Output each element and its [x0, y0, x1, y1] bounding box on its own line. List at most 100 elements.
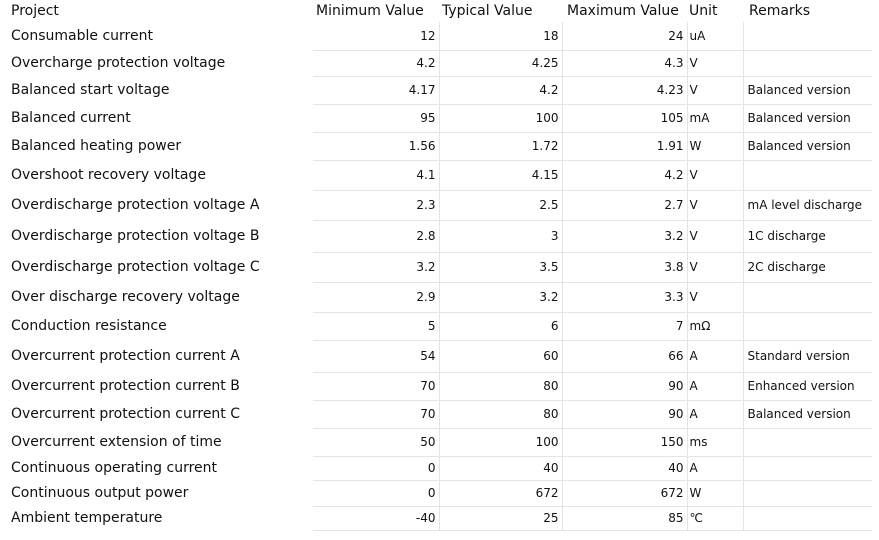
cell-typical: 3 — [439, 220, 563, 253]
cell-unit: V — [687, 282, 744, 313]
cell-project: Consumable current — [11, 28, 153, 44]
cell-unit: ms — [687, 428, 744, 457]
cell-min: 70 — [313, 400, 440, 429]
cell-unit: V — [687, 252, 744, 283]
cell-min: 50 — [313, 428, 440, 457]
table-row: Continuous operating current 0 40 40 A — [0, 456, 872, 481]
cell-unit: A — [687, 372, 744, 401]
cell-max: 150 — [562, 428, 688, 457]
cell-project: Conduction resistance — [11, 318, 167, 334]
cell-project: Over discharge recovery voltage — [11, 289, 240, 305]
cell-max: 24 — [562, 22, 688, 51]
cell-max: 90 — [562, 400, 688, 429]
cell-project: Overdischarge protection voltage A — [11, 197, 260, 213]
cell-unit: W — [687, 480, 744, 507]
col-header-unit: Unit — [689, 3, 718, 19]
cell-unit: uA — [687, 22, 744, 51]
cell-remarks — [743, 428, 872, 457]
col-header-max: Maximum Value — [567, 3, 679, 19]
cell-max: 66 — [562, 340, 688, 373]
cell-typical: 1.72 — [439, 132, 563, 161]
cell-max: 90 — [562, 372, 688, 401]
cell-project: Continuous output power — [11, 485, 189, 501]
cell-min: 2.9 — [313, 282, 440, 313]
cell-unit: V — [687, 50, 744, 77]
table-row: Overcurrent protection current B 70 80 90 A E… — [0, 372, 872, 401]
cell-max: 7 — [562, 312, 688, 341]
cell-unit: W — [687, 132, 744, 161]
cell-min: 5 — [313, 312, 440, 341]
cell-remarks: Enhanced version — [743, 372, 872, 401]
cell-remarks — [743, 22, 872, 51]
cell-typical: 40 — [439, 456, 563, 481]
cell-remarks — [743, 456, 872, 481]
cell-remarks — [743, 50, 872, 77]
cell-max: 3.3 — [562, 282, 688, 313]
table-row: Balanced current 95 100 105 mA Balanced versi… — [0, 104, 872, 133]
cell-typical: 672 — [439, 480, 563, 507]
header-row: Project Minimum Value Typical Value Maxi… — [0, 0, 872, 22]
cell-unit: A — [687, 456, 744, 481]
table-row: Ambient temperature -40 25 85 ℃ — [0, 506, 872, 531]
cell-remarks: 2C discharge — [743, 252, 872, 283]
table-row: Balanced heating power 1.56 1.72 1.91 W Balan… — [0, 132, 872, 161]
cell-min: 0 — [313, 456, 440, 481]
cell-project: Overdischarge protection voltage B — [11, 228, 260, 244]
cell-project: Balanced heating power — [11, 138, 182, 154]
table-row: Overdischarge protection voltage B 2.8 3 3.… — [0, 220, 872, 253]
cell-max: 105 — [562, 104, 688, 133]
cell-remarks — [743, 480, 872, 507]
cell-typical: 100 — [439, 104, 563, 133]
cell-typical: 4.15 — [439, 160, 563, 191]
cell-project: Overcurrent protection current B — [11, 378, 240, 394]
cell-min: 12 — [313, 22, 440, 51]
cell-remarks: Balanced version — [743, 104, 872, 133]
table-row: Overdischarge protection voltage A 2.3 2.5… — [0, 190, 872, 221]
cell-typical: 6 — [439, 312, 563, 341]
cell-remarks: 1C discharge — [743, 220, 872, 253]
cell-project: Overdischarge protection voltage C — [11, 259, 260, 275]
col-header-project: Project — [11, 3, 59, 19]
cell-remarks — [743, 160, 872, 191]
cell-project: Overcurrent extension of time — [11, 434, 222, 450]
cell-max: 3.8 — [562, 252, 688, 283]
cell-max: 4.3 — [562, 50, 688, 77]
cell-remarks — [743, 312, 872, 341]
cell-project: Balanced current — [11, 110, 131, 126]
cell-min: 4.1 — [313, 160, 440, 191]
cell-min: -40 — [313, 506, 440, 531]
cell-project: Overcharge protection voltage — [11, 55, 226, 71]
cell-typical: 4.25 — [439, 50, 563, 77]
cell-typical: 60 — [439, 340, 563, 373]
table-row: Conduction resistance 5 6 7 mΩ — [0, 312, 872, 341]
table-row: Overcurrent protection current C 70 80 90 A B… — [0, 400, 872, 429]
cell-remarks: Balanced version — [743, 76, 872, 105]
table-row: Overcharge protection voltage 4.2 4.25 4.3 V — [0, 50, 872, 77]
cell-remarks — [743, 506, 872, 531]
cell-project: Ambient temperature — [11, 510, 163, 526]
cell-min: 4.17 — [313, 76, 440, 105]
cell-unit: A — [687, 340, 744, 373]
cell-project: Continuous operating current — [11, 460, 218, 476]
cell-max: 85 — [562, 506, 688, 531]
cell-typical: 80 — [439, 372, 563, 401]
cell-remarks: Standard version — [743, 340, 872, 373]
col-header-remarks: Remarks — [749, 3, 811, 19]
cell-typical: 2.5 — [439, 190, 563, 221]
cell-typical: 4.2 — [439, 76, 563, 105]
cell-max: 40 — [562, 456, 688, 481]
cell-unit: A — [687, 400, 744, 429]
cell-project: Overcurrent protection current A — [11, 348, 240, 364]
table-row: Overcurrent extension of time 50 100 150 ms — [0, 428, 872, 457]
cell-project: Balanced start voltage — [11, 82, 170, 98]
table-row: Overshoot recovery voltage 4.1 4.15 4.2 V — [0, 160, 872, 191]
cell-min: 95 — [313, 104, 440, 133]
cell-min: 54 — [313, 340, 440, 373]
cell-min: 4.2 — [313, 50, 440, 77]
cell-unit: V — [687, 220, 744, 253]
cell-remarks: mA level discharge — [743, 190, 872, 221]
cell-project: Overcurrent protection current C — [11, 406, 241, 422]
cell-unit: V — [687, 190, 744, 221]
cell-min: 70 — [313, 372, 440, 401]
cell-max: 3.2 — [562, 220, 688, 253]
